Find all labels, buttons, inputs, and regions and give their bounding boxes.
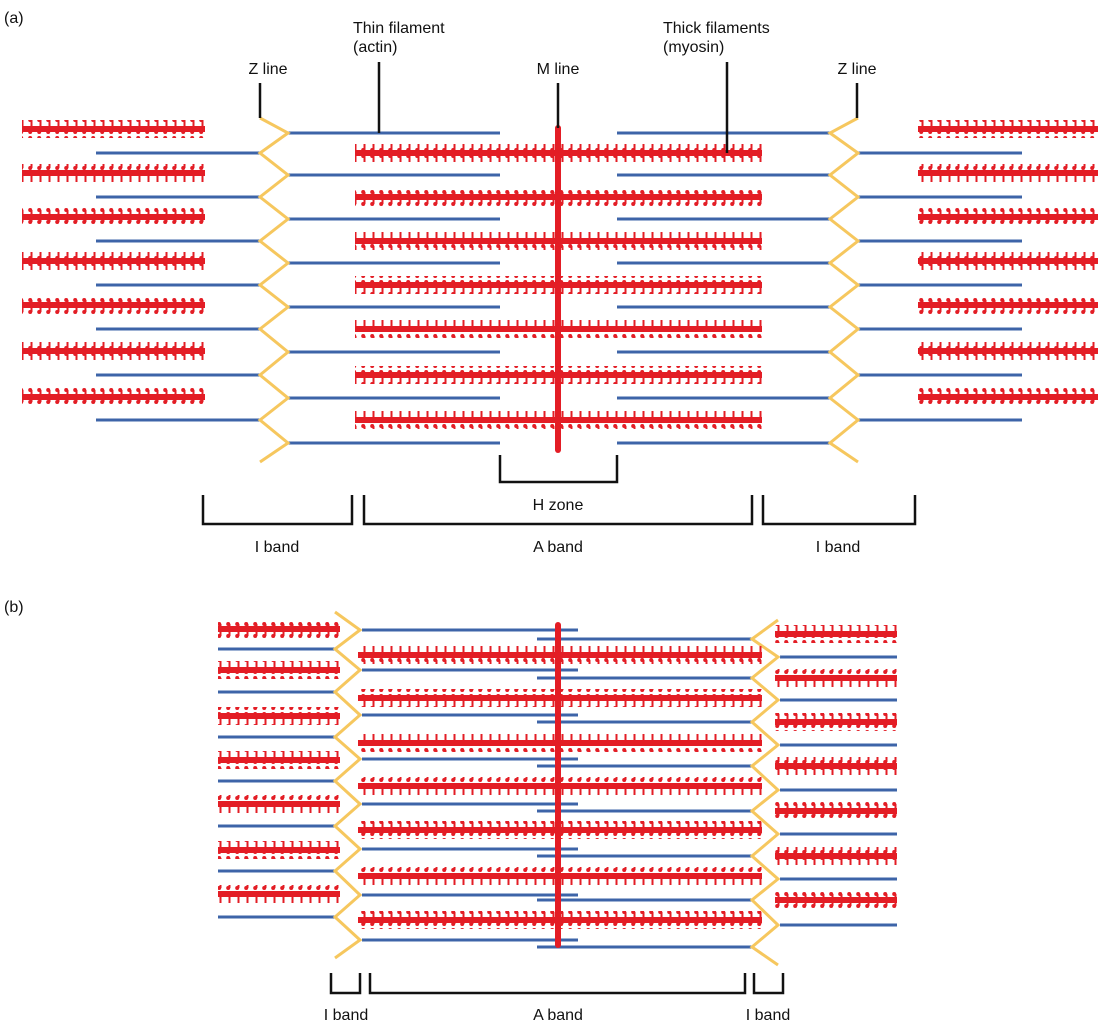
z-line	[257, 116, 291, 464]
thick-filament	[355, 411, 762, 429]
thick-filament	[218, 885, 340, 903]
thick-filament	[775, 891, 897, 909]
thick-filament-label: Thick filaments	[663, 20, 770, 37]
b-i-band-right-label: I band	[746, 1007, 790, 1024]
panel-b-tag: (b)	[4, 599, 24, 616]
thick-filament	[355, 232, 762, 250]
thick-filament	[355, 320, 762, 338]
thick-filament	[22, 120, 205, 138]
thick-filament	[22, 342, 205, 360]
z-line-right-label: Z line	[837, 61, 876, 78]
thick-filament	[775, 625, 897, 643]
thick-filament	[355, 144, 762, 162]
thick-filament	[358, 777, 762, 795]
thick-filament	[918, 388, 1098, 406]
thick-filament	[218, 841, 340, 859]
a-band-label: A band	[533, 539, 583, 556]
thick-filament	[355, 188, 762, 206]
thin-filament-label: Thin filament	[353, 20, 445, 37]
thick-filament	[918, 252, 1098, 270]
thick-filament	[918, 120, 1098, 138]
thick-filament	[355, 276, 762, 294]
band-bracket	[201, 495, 354, 526]
thick-filament	[218, 707, 340, 725]
thick-filament	[358, 911, 762, 929]
b-a-band-label: A band	[533, 1007, 583, 1024]
h-zone-label: H zone	[533, 497, 584, 514]
band-bracket	[329, 973, 362, 995]
panel-a-tag: (a)	[4, 10, 24, 27]
panel-b	[218, 610, 897, 995]
thick-filament	[775, 847, 897, 865]
thick-filament	[775, 713, 897, 731]
thick-filament	[358, 867, 762, 885]
panel-a	[22, 62, 1098, 526]
z-line	[827, 116, 861, 464]
thick-filament	[775, 757, 897, 775]
thick-filament	[22, 252, 205, 270]
thick-filament	[355, 366, 762, 384]
myosin-label: (myosin)	[663, 39, 724, 56]
thick-filament	[358, 821, 762, 839]
thick-filament	[22, 164, 205, 182]
band-bracket	[368, 973, 747, 995]
z-line	[332, 610, 363, 960]
thick-filament	[918, 296, 1098, 314]
thick-filament	[218, 620, 340, 638]
thick-filament	[218, 795, 340, 813]
i-band-right-label: I band	[816, 539, 860, 556]
thick-filament	[218, 661, 340, 679]
thick-filament	[22, 208, 205, 226]
thick-filament	[22, 296, 205, 314]
z-line	[749, 618, 781, 967]
thick-filament	[775, 802, 897, 820]
band-bracket	[498, 455, 619, 484]
thick-filament	[918, 208, 1098, 226]
thick-filament	[218, 751, 340, 769]
thick-filament	[358, 734, 762, 752]
band-bracket	[761, 495, 917, 526]
m-line-label: M line	[537, 61, 580, 78]
band-bracket	[752, 973, 785, 995]
thick-filament	[22, 388, 205, 406]
thick-filament	[918, 164, 1098, 182]
thick-filament	[775, 669, 897, 687]
z-line-left-label: Z line	[248, 61, 287, 78]
actin-label: (actin)	[353, 39, 397, 56]
thick-filament	[918, 342, 1098, 360]
i-band-left-label: I band	[255, 539, 299, 556]
band-bracket	[362, 495, 754, 526]
thick-filament	[358, 646, 762, 664]
thick-filament	[358, 689, 762, 707]
b-i-band-left-label: I band	[324, 1007, 368, 1024]
